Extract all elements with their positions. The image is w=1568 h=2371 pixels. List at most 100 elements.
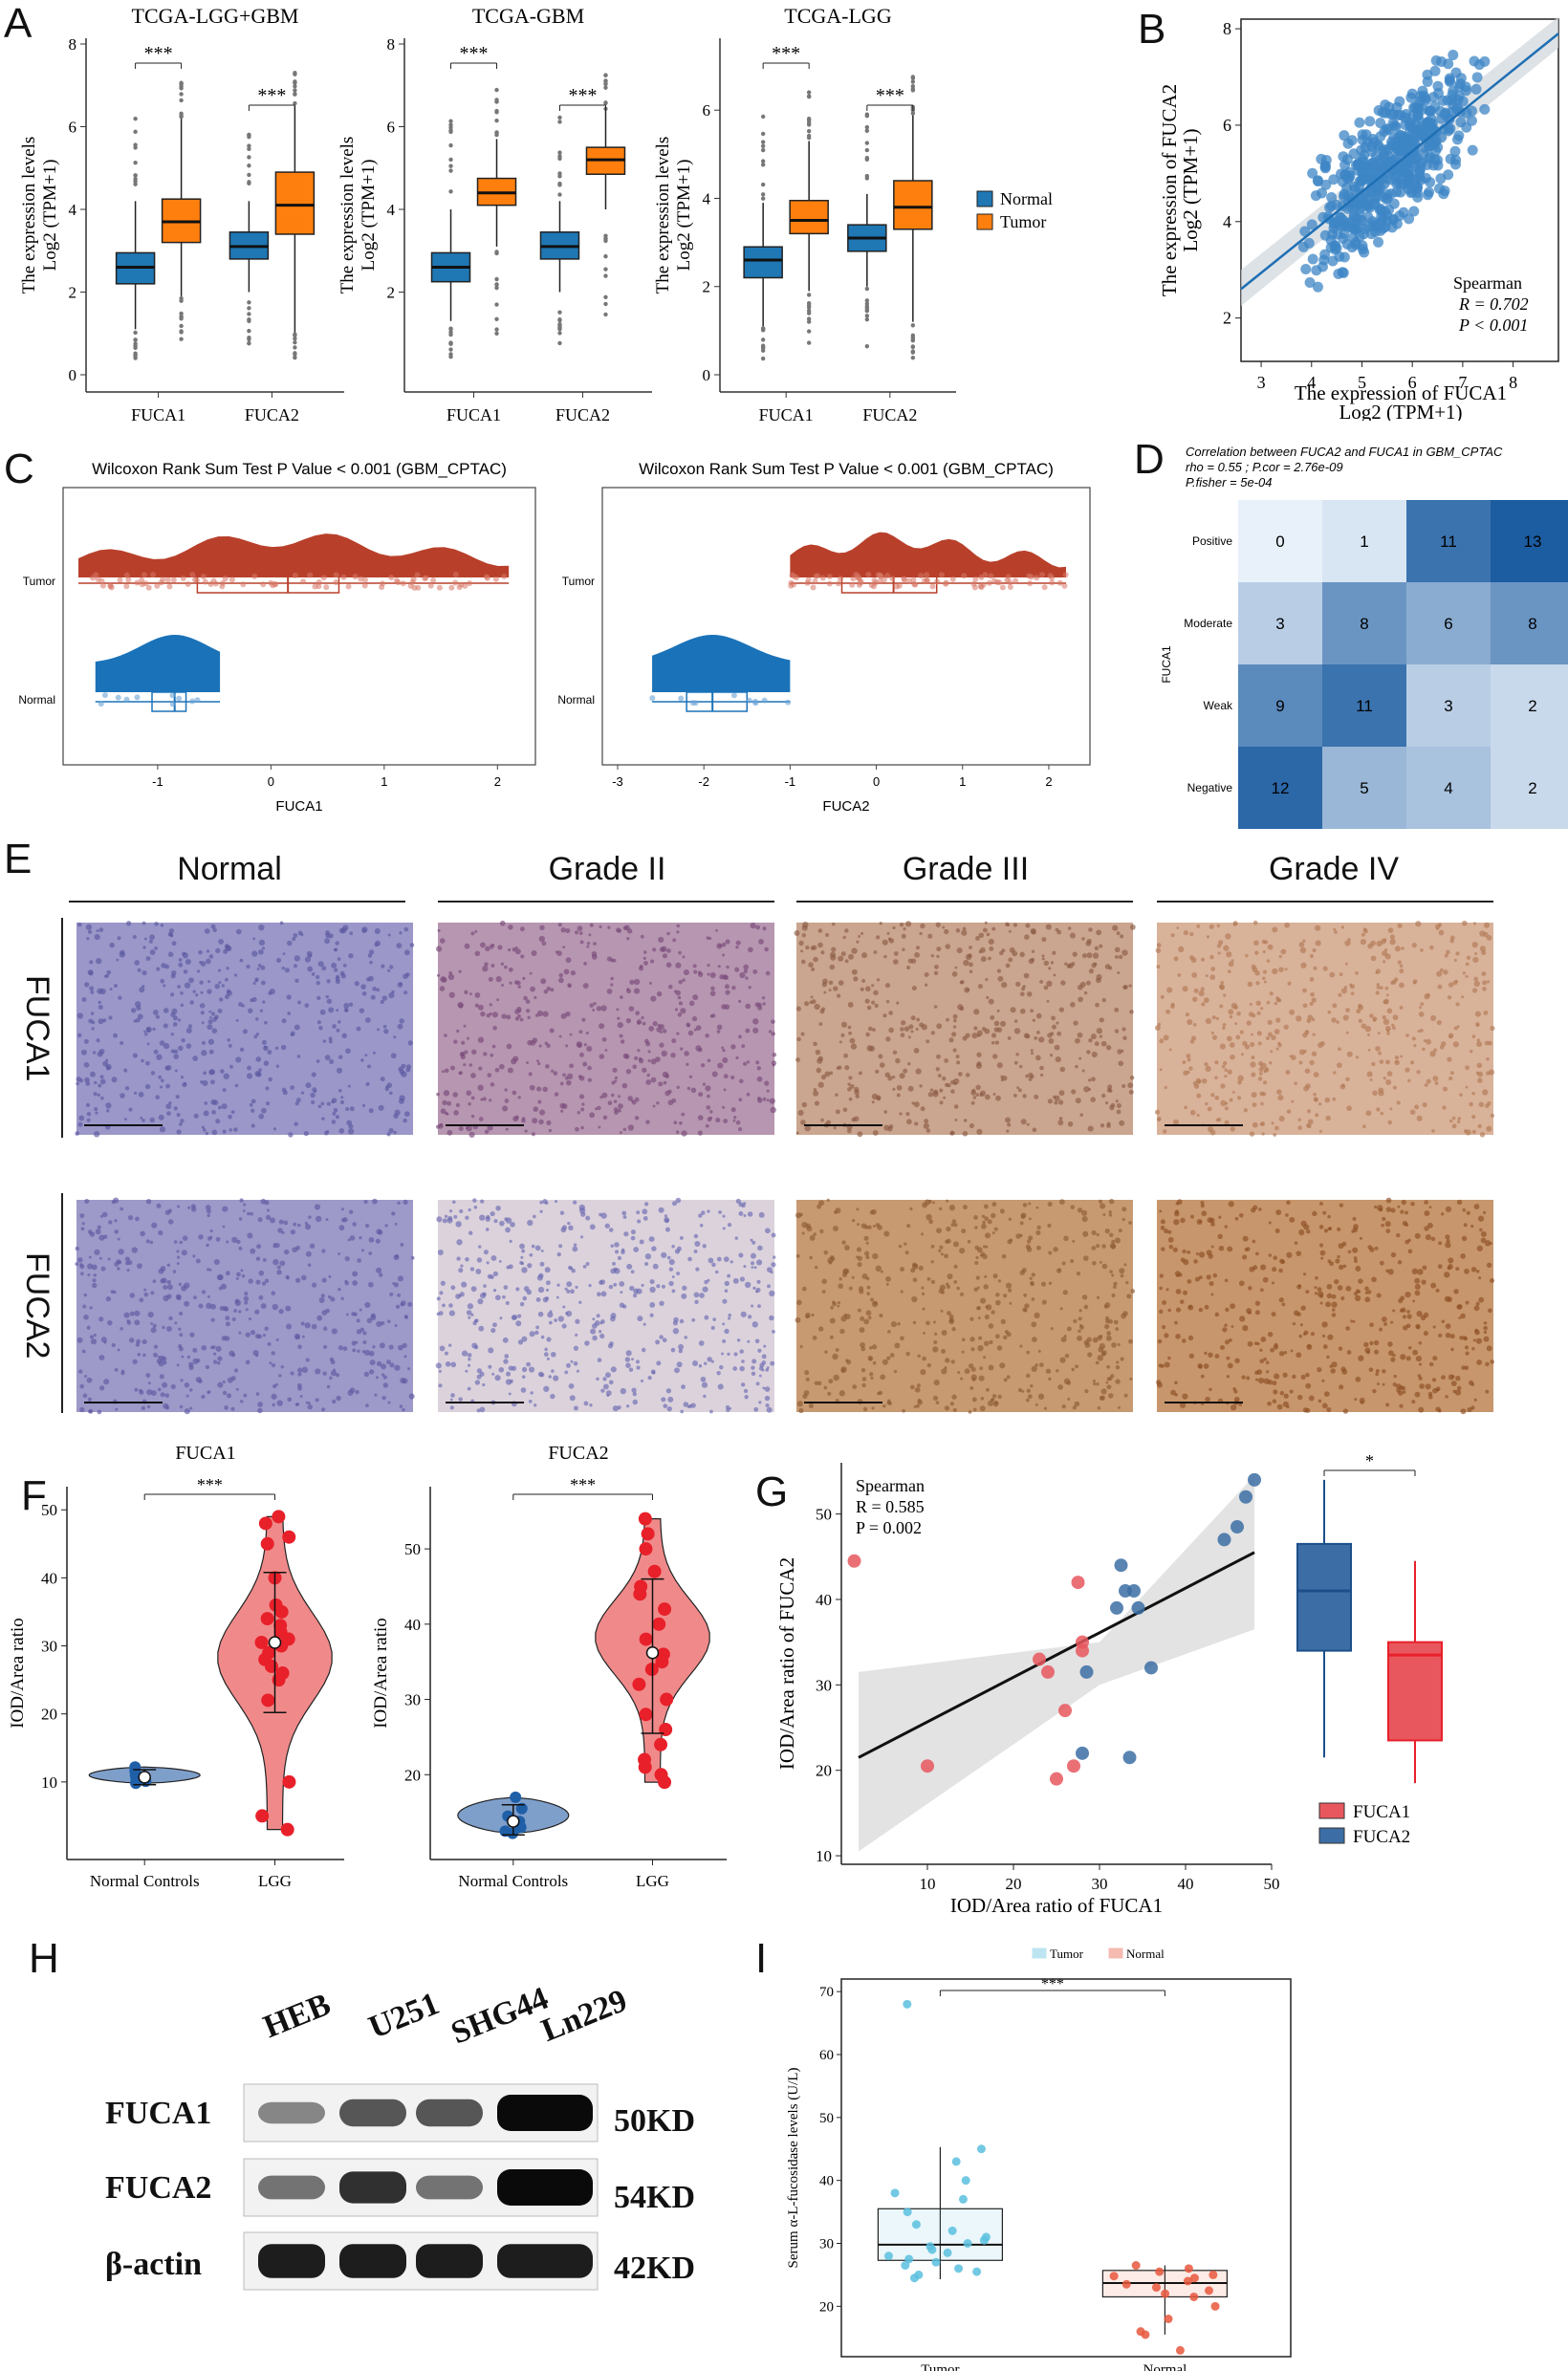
- ihc-nucleus: [545, 1288, 550, 1292]
- ihc-nucleus: [226, 990, 232, 996]
- ihc-nucleus: [589, 1003, 594, 1008]
- ihc-nucleus: [558, 1034, 562, 1038]
- ihc-nucleus: [342, 963, 347, 968]
- ihc-nucleus: [860, 1367, 866, 1373]
- ihc-nucleus: [407, 1301, 413, 1307]
- ihc-nucleus: [98, 1355, 105, 1360]
- ihc-nucleus: [917, 1400, 924, 1405]
- ihc-nucleus: [321, 1117, 325, 1120]
- ihc-nucleus: [999, 950, 1004, 956]
- ihc-nucleus: [811, 967, 816, 971]
- ihc-nucleus: [1277, 1042, 1282, 1048]
- ihc-nucleus: [751, 1266, 754, 1270]
- ihc-nucleus: [99, 1214, 103, 1218]
- outlier-point: [557, 340, 562, 346]
- scatter-point: [1378, 150, 1389, 162]
- ihc-nucleus: [769, 1098, 775, 1104]
- tumor-point: [791, 581, 797, 588]
- ihc-nucleus: [572, 1200, 577, 1205]
- ihc-nucleus: [738, 1202, 744, 1207]
- tumor-point: [791, 573, 797, 579]
- ihc-nucleus: [1113, 1285, 1117, 1289]
- ihc-nucleus: [90, 1071, 96, 1077]
- ihc-nucleus: [258, 1294, 264, 1300]
- ihc-nucleus: [218, 981, 222, 985]
- ihc-nucleus: [813, 1088, 817, 1092]
- ihc-nucleus: [556, 1251, 561, 1257]
- ihc-nucleus: [872, 1252, 879, 1260]
- ihc-nucleus: [1239, 1030, 1244, 1034]
- ihc-nucleus: [854, 1086, 860, 1093]
- ihc-nucleus: [381, 1363, 387, 1370]
- ihc-nucleus: [1315, 1113, 1319, 1118]
- ihc-nucleus: [972, 1407, 977, 1412]
- ihc-nucleus: [1310, 991, 1316, 997]
- ihc-nucleus: [585, 1031, 589, 1035]
- ihc-nucleus: [147, 1311, 154, 1318]
- ihc-nucleus: [583, 1401, 589, 1406]
- outlier-point: [494, 302, 499, 307]
- ihc-nucleus: [180, 1003, 185, 1008]
- ihc-nucleus: [956, 1286, 960, 1291]
- ihc-nucleus: [521, 1366, 528, 1373]
- ihc-nucleus: [580, 1211, 586, 1217]
- ihc-nucleus: [1072, 951, 1078, 957]
- ihc-nucleus: [80, 1049, 87, 1055]
- x-tick-label: 3: [1257, 373, 1266, 392]
- ihc-nucleus: [539, 1200, 543, 1205]
- ihc-nucleus: [867, 1026, 873, 1032]
- ihc-nucleus: [272, 1244, 277, 1249]
- ihc-nucleus: [730, 1107, 736, 1113]
- ihc-nucleus: [915, 1068, 922, 1075]
- ihc-nucleus: [975, 936, 980, 941]
- ihc-nucleus: [559, 1210, 565, 1215]
- ihc-nucleus: [675, 962, 682, 968]
- ihc-nucleus: [988, 1323, 994, 1329]
- ihc-nucleus: [77, 1033, 82, 1038]
- outlier-point: [603, 253, 608, 259]
- ihc-nucleus: [1249, 1002, 1252, 1006]
- ihc-nucleus: [1056, 1021, 1059, 1025]
- ihc-nucleus: [294, 1333, 300, 1339]
- row-label: Negative: [1187, 781, 1233, 794]
- ihc-nucleus: [142, 921, 146, 925]
- ihc-nucleus: [510, 1222, 515, 1228]
- ihc-nucleus: [1063, 1334, 1067, 1338]
- ihc-nucleus: [1025, 923, 1031, 928]
- ihc-nucleus: [963, 1119, 968, 1122]
- heatmap-cell: [1322, 747, 1406, 829]
- ihc-nucleus: [461, 1040, 466, 1045]
- ihc-nucleus: [545, 1280, 551, 1286]
- ihc-nucleus: [207, 980, 211, 984]
- ihc-nucleus: [1370, 955, 1377, 962]
- ihc-nucleus: [649, 1286, 656, 1294]
- scatter-point: [1377, 190, 1388, 202]
- ihc-nucleus: [542, 1086, 548, 1093]
- ihc-nucleus: [943, 1096, 947, 1099]
- ihc-nucleus: [557, 1316, 564, 1322]
- ihc-nucleus: [331, 962, 338, 968]
- outlier-point: [864, 308, 870, 313]
- ihc-nucleus: [105, 1065, 111, 1071]
- ihc-nucleus: [1172, 1119, 1179, 1125]
- ihc-nucleus: [1039, 979, 1044, 984]
- ihc-nucleus: [752, 1286, 756, 1290]
- ihc-nucleus: [109, 988, 113, 991]
- ihc-nucleus: [610, 1316, 616, 1322]
- ihc-nucleus: [365, 1081, 370, 1087]
- ihc-nucleus: [461, 1281, 468, 1288]
- ihc-nucleus: [624, 1357, 631, 1362]
- ihc-nucleus: [490, 1053, 494, 1057]
- ihc-nucleus: [1267, 944, 1274, 950]
- ihc-nucleus: [1485, 1361, 1490, 1367]
- ihc-nucleus: [127, 1215, 134, 1221]
- ihc-nucleus: [203, 1110, 209, 1117]
- ihc-nucleus: [175, 1095, 180, 1099]
- tumor-point: [166, 583, 173, 590]
- ihc-nucleus: [1252, 1102, 1257, 1108]
- ihc-nucleus: [146, 1404, 151, 1408]
- ihc-nucleus: [475, 1268, 482, 1274]
- ihc-nucleus: [861, 1273, 868, 1280]
- ihc-nucleus: [88, 1409, 93, 1414]
- ihc-nucleus: [952, 1241, 959, 1248]
